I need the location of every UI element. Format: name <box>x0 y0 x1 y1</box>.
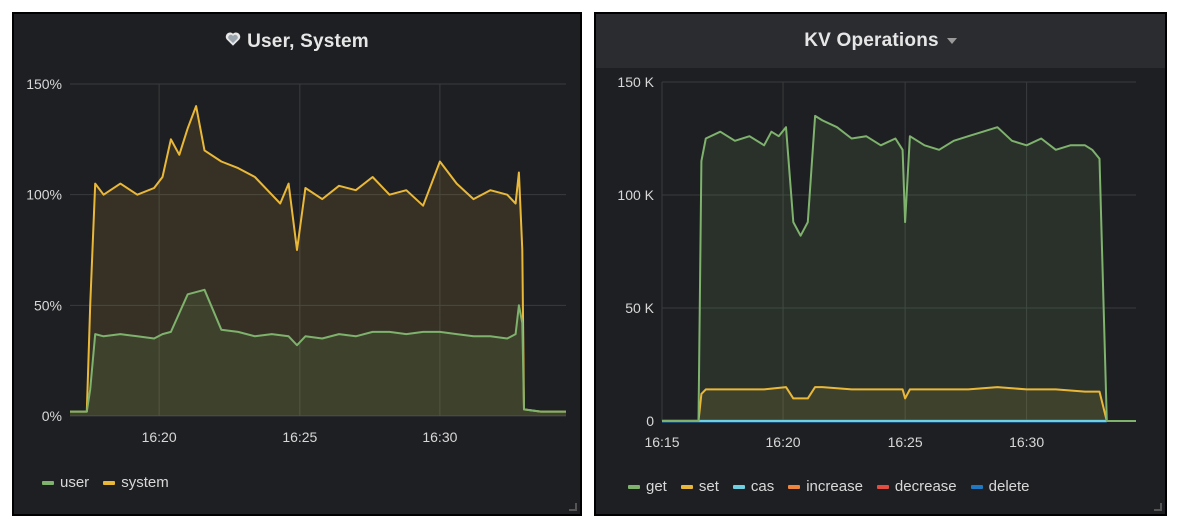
legend-label: decrease <box>894 478 957 495</box>
legend-swatch <box>628 484 640 489</box>
legend-swatch <box>680 484 693 489</box>
y-tick-label: 0 <box>646 413 654 429</box>
x-tick-label: 16:30 <box>1009 434 1044 450</box>
legend-swatch <box>788 484 801 489</box>
panel-header[interactable]: User, System <box>14 14 580 70</box>
y-tick-label: 150 K <box>617 74 654 90</box>
legend-swatch <box>42 480 54 485</box>
legend-swatch <box>876 484 889 489</box>
series-line-set <box>662 386 1136 422</box>
panel-header[interactable]: KV Operations <box>596 14 1165 68</box>
legend-item-cas[interactable]: cas <box>732 478 775 495</box>
series-area-set <box>662 387 1136 421</box>
series-area-user <box>70 289 566 416</box>
x-tick-label: 16:25 <box>888 434 923 450</box>
chevron-down-icon[interactable] <box>946 38 957 44</box>
series-area-get <box>662 115 1136 422</box>
series-line-user <box>70 288 566 413</box>
kv-operations-chart: 0 50 K 100 K 150 K 16:15 16:20 16:25 16:30 <box>617 74 1136 450</box>
legend-item-decrease[interactable]: decrease <box>876 478 957 495</box>
panel-title: User, System <box>247 31 369 52</box>
chart-legend: get set cas increase decrease delete <box>628 478 1044 495</box>
kv-operations-panel: KV Operations 0 50 K 100 K 150 K 16:15 16:20 1… <box>594 12 1167 516</box>
y-tick-label: 100 K <box>617 187 654 203</box>
legend-swatch <box>103 480 116 485</box>
legend-label: user <box>60 474 90 491</box>
x-tick-label: 16:20 <box>142 429 177 445</box>
legend-swatch <box>732 484 745 489</box>
x-tick-label: 16:15 <box>644 434 679 450</box>
legend-item-delete[interactable]: delete <box>970 478 1030 495</box>
cpu-usage-chart: 0% 50% 100% 150% 16:20 16:25 16:30 <box>26 76 566 445</box>
y-tick-label: 50 K <box>625 300 654 316</box>
resize-handle[interactable] <box>569 503 577 511</box>
x-tick-label: 16:20 <box>766 434 801 450</box>
legend-label: cas <box>750 478 775 495</box>
y-tick-label: 150% <box>26 76 62 92</box>
legend-item-increase[interactable]: increase <box>788 478 863 495</box>
legend-swatch <box>970 484 983 489</box>
legend-item-get[interactable]: get <box>628 478 667 495</box>
series-line-get <box>662 114 1136 422</box>
legend-label: set <box>698 478 719 495</box>
x-tick-label: 16:30 <box>422 429 457 445</box>
legend-label: get <box>646 478 667 495</box>
series-area-system <box>70 106 566 416</box>
chart-legend: user system <box>42 474 183 491</box>
series-line-system <box>70 105 566 413</box>
legend-label: system <box>121 474 169 491</box>
x-tick-label: 16:25 <box>282 429 317 445</box>
cpu-usage-panel: User, System 0% 50% 100% 150% 16:20 16:25 16:3… <box>12 12 582 516</box>
heart-icon <box>225 31 241 53</box>
panel-title: KV Operations <box>804 30 939 51</box>
y-tick-label: 50% <box>34 297 62 313</box>
legend-item-set[interactable]: set <box>680 478 719 495</box>
legend-label: delete <box>988 478 1030 495</box>
legend-label: increase <box>806 478 863 495</box>
resize-handle[interactable] <box>1154 503 1162 511</box>
y-tick-label: 100% <box>26 187 62 203</box>
legend-item-system[interactable]: system <box>103 474 169 491</box>
y-tick-label: 0% <box>42 408 62 424</box>
legend-item-user[interactable]: user <box>42 474 89 491</box>
